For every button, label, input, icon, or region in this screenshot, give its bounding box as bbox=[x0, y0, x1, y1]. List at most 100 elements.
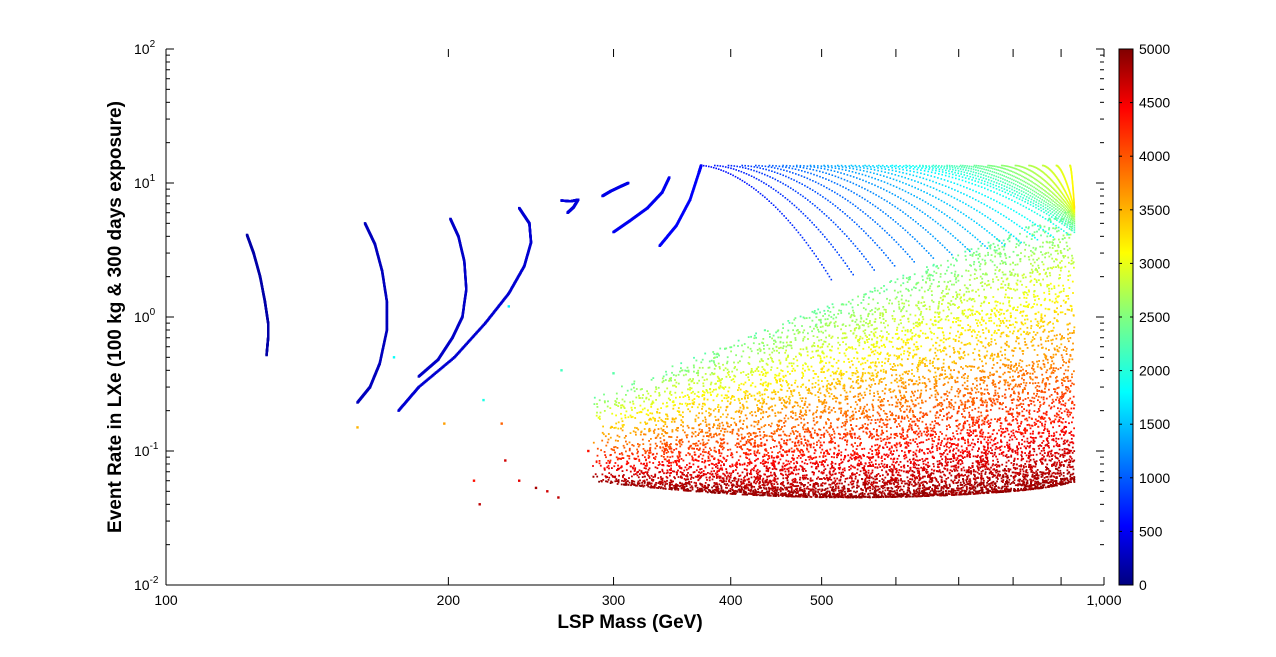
data-point bbox=[1037, 395, 1040, 398]
data-point bbox=[909, 481, 912, 483]
data-point bbox=[814, 325, 817, 328]
data-point bbox=[1021, 439, 1023, 441]
data-point bbox=[886, 456, 889, 458]
data-point bbox=[657, 386, 660, 389]
data-point bbox=[971, 314, 974, 316]
data-point bbox=[974, 486, 976, 489]
data-point bbox=[726, 394, 728, 397]
data-point bbox=[754, 439, 756, 442]
data-point bbox=[1017, 479, 1020, 482]
data-point bbox=[977, 366, 980, 369]
data-point bbox=[1000, 427, 1002, 430]
data-point bbox=[762, 360, 764, 362]
data-point bbox=[989, 441, 992, 444]
data-point bbox=[849, 330, 852, 332]
data-point bbox=[725, 480, 728, 483]
data-point bbox=[913, 474, 916, 477]
data-point bbox=[920, 432, 923, 435]
data-point bbox=[813, 423, 816, 426]
data-point bbox=[1068, 452, 1071, 454]
data-point bbox=[928, 349, 931, 352]
data-point bbox=[657, 464, 660, 466]
data-point bbox=[761, 374, 764, 376]
data-point bbox=[661, 420, 664, 422]
data-point bbox=[996, 420, 999, 423]
data-point bbox=[938, 374, 941, 377]
data-point bbox=[707, 459, 709, 462]
data-point bbox=[926, 471, 929, 473]
data-point bbox=[962, 425, 965, 428]
data-point bbox=[692, 432, 695, 435]
data-point bbox=[990, 319, 993, 322]
data-point bbox=[937, 403, 940, 405]
data-point bbox=[934, 347, 937, 350]
data-point bbox=[1030, 440, 1032, 443]
data-point bbox=[1002, 476, 1005, 479]
data-point bbox=[889, 299, 891, 302]
data-point bbox=[841, 337, 844, 340]
data-point bbox=[923, 480, 925, 483]
data-point bbox=[714, 482, 717, 485]
data-point bbox=[797, 485, 800, 487]
data-point bbox=[951, 377, 953, 379]
data-point bbox=[840, 312, 843, 314]
data-point bbox=[891, 453, 894, 456]
data-point bbox=[740, 355, 743, 358]
data-point bbox=[874, 493, 877, 496]
data-point bbox=[772, 490, 775, 493]
data-point bbox=[915, 483, 918, 486]
data-point bbox=[1004, 469, 1007, 472]
data-point bbox=[996, 398, 999, 401]
data-point bbox=[1021, 406, 1023, 408]
data-point bbox=[1040, 445, 1043, 447]
data-point bbox=[911, 390, 913, 393]
data-point bbox=[848, 312, 850, 315]
data-point bbox=[855, 379, 858, 382]
data-point bbox=[609, 436, 612, 439]
data-point bbox=[801, 468, 804, 471]
data-point bbox=[972, 430, 975, 433]
data-point bbox=[741, 448, 744, 451]
data-point bbox=[707, 435, 710, 438]
data-point bbox=[887, 441, 890, 444]
data-point bbox=[975, 481, 978, 484]
data-point bbox=[857, 462, 860, 465]
data-point bbox=[1046, 443, 1049, 446]
data-point bbox=[703, 379, 706, 381]
data-point bbox=[778, 347, 780, 350]
data-point bbox=[686, 394, 689, 396]
data-point bbox=[917, 481, 920, 484]
data-point bbox=[690, 392, 693, 394]
data-point bbox=[799, 315, 802, 318]
data-point bbox=[952, 448, 955, 451]
data-point bbox=[1021, 432, 1024, 435]
data-point bbox=[833, 358, 835, 361]
data-point bbox=[908, 420, 910, 422]
data-point bbox=[831, 465, 834, 467]
data-point bbox=[759, 476, 761, 479]
data-point bbox=[847, 358, 850, 360]
data-point bbox=[764, 381, 767, 384]
data-point bbox=[819, 357, 822, 360]
data-point bbox=[919, 396, 921, 399]
data-point bbox=[888, 448, 891, 451]
data-point bbox=[981, 433, 984, 436]
data-point bbox=[982, 483, 985, 485]
data-point bbox=[1016, 309, 1019, 312]
data-point bbox=[821, 472, 824, 475]
data-point bbox=[924, 386, 927, 389]
data-point bbox=[853, 490, 855, 493]
data-point bbox=[902, 341, 905, 344]
data-point bbox=[952, 449, 954, 452]
data-point bbox=[838, 493, 840, 496]
data-point bbox=[812, 446, 815, 449]
data-point bbox=[1063, 392, 1066, 395]
data-point bbox=[813, 431, 816, 434]
data-point bbox=[811, 479, 814, 482]
data-point bbox=[756, 450, 759, 453]
data-point bbox=[1010, 394, 1012, 396]
data-point bbox=[1042, 330, 1045, 333]
data-point bbox=[664, 390, 666, 393]
data-point bbox=[889, 410, 891, 413]
data-point bbox=[1022, 435, 1025, 438]
